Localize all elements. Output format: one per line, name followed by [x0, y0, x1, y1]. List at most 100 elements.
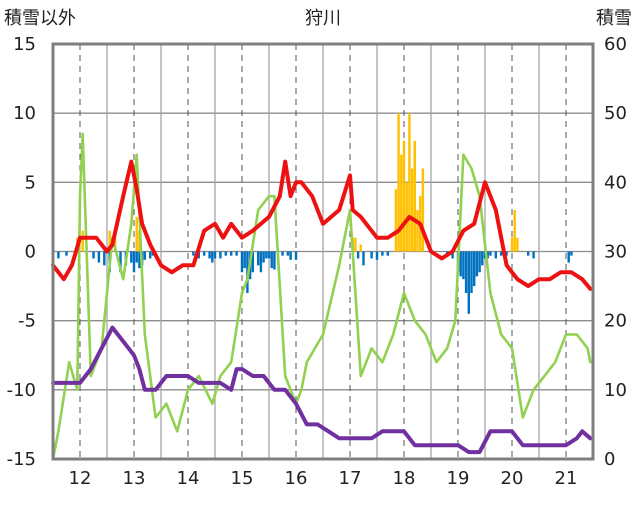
series-line-red — [51, 159, 593, 291]
bar-blue — [202, 251, 206, 256]
bar-blue — [135, 251, 138, 263]
bar-orange — [108, 230, 111, 252]
bar-orange — [513, 210, 516, 252]
x-tick-label: 20 — [501, 468, 524, 489]
bar-orange — [402, 140, 406, 252]
bar-blue — [286, 251, 290, 256]
x-tick-label: 15 — [231, 468, 254, 489]
y-left-tick-label: -15 — [7, 449, 36, 470]
x-tick-label: 17 — [339, 468, 362, 489]
x-tick-label: 14 — [177, 468, 200, 489]
y-right-tick-label: 10 — [604, 380, 627, 401]
plot-frame — [51, 42, 595, 461]
bar-orange — [354, 237, 357, 252]
bar-blue — [459, 251, 462, 277]
bar-blue — [526, 251, 530, 256]
y-right-tick-label: 50 — [604, 103, 627, 124]
bar-blue — [273, 251, 276, 270]
bar-orange — [408, 113, 411, 252]
bar-blue — [148, 251, 152, 259]
x-tick-label: 16 — [285, 468, 308, 489]
y-left-tick-label: 0 — [25, 242, 36, 263]
bar-blue — [262, 251, 265, 263]
bar-blue — [213, 251, 217, 259]
y-right-tick-label: 0 — [604, 449, 615, 470]
bar-orange — [397, 113, 400, 252]
bar-blue — [570, 251, 573, 256]
bar-blue — [224, 251, 228, 256]
bar-blue — [270, 251, 273, 269]
bar-blue — [267, 251, 271, 259]
bar-blue — [132, 251, 136, 273]
bar-blue — [92, 251, 95, 259]
bar-blue — [356, 251, 360, 259]
tick-label-layer: 12 13 14 15 16 17 18 19 20 21151050-5-10-15605040… — [7, 34, 627, 489]
x-tick-label: 13 — [123, 468, 146, 489]
bar-orange — [81, 230, 84, 252]
left-axis-title: 積雪以外 — [4, 8, 76, 29]
right-axis-title: 積雪 — [596, 8, 632, 29]
bar-blue — [256, 251, 260, 266]
bar-blue — [192, 251, 195, 256]
series-line-purple — [51, 325, 593, 455]
chart-title: 狩川 — [305, 8, 341, 29]
bar-blue — [470, 251, 473, 293]
bar-blue — [130, 251, 133, 263]
bar-blue — [57, 251, 60, 259]
bar-blue — [197, 251, 201, 259]
bar-orange — [135, 216, 138, 252]
bar-blue — [370, 251, 373, 259]
bar-orange — [400, 154, 403, 252]
bar-blue — [475, 251, 479, 277]
bar-blue — [240, 251, 244, 273]
bar-blue — [486, 251, 489, 259]
bar-blue — [451, 251, 454, 259]
bar-blue — [208, 251, 211, 259]
bar-blue — [97, 251, 101, 263]
x-tick-label: 18 — [393, 468, 416, 489]
bar-blue — [532, 251, 535, 259]
y-left-tick-label: 10 — [13, 103, 36, 124]
bar-blue — [294, 251, 298, 260]
bar-orange — [394, 189, 398, 252]
x-tick-label: 21 — [555, 468, 578, 489]
y-right-tick-label: 20 — [604, 311, 627, 332]
y-right-tick-label: 60 — [604, 34, 627, 55]
bar-blue — [362, 251, 365, 266]
bar-blue — [251, 251, 255, 273]
bar-blue — [138, 251, 141, 269]
bar-blue — [494, 251, 498, 259]
bar-orange — [416, 210, 419, 252]
bar-orange — [359, 244, 363, 252]
bar-blue — [375, 251, 379, 260]
bar-blue — [281, 251, 284, 256]
bar-blue — [386, 251, 390, 256]
x-tick-label: 19 — [447, 468, 470, 489]
bar-orange — [510, 237, 514, 252]
bar-blue — [467, 251, 471, 314]
bar-blue — [464, 251, 468, 293]
bar-blue — [119, 251, 122, 273]
bar-orange — [516, 237, 519, 252]
bar-blue — [65, 251, 68, 256]
bar-blue — [499, 251, 503, 256]
y-left-tick-label: -5 — [18, 311, 36, 332]
bar-blue — [235, 251, 238, 256]
bar-blue — [381, 251, 384, 256]
bar-blue — [289, 251, 292, 260]
bar-blue — [462, 251, 465, 280]
line-layer — [51, 132, 593, 461]
bar-blue — [211, 251, 214, 263]
bar-orange — [405, 182, 408, 252]
bar-blue — [489, 251, 492, 256]
bar-orange — [410, 168, 414, 252]
bar-blue — [243, 251, 246, 269]
bar-blue — [103, 251, 106, 266]
y-right-tick-label: 30 — [604, 242, 627, 263]
bar-blue — [472, 251, 476, 287]
bar-blue — [143, 251, 147, 260]
bar-blue — [478, 251, 481, 273]
y-left-tick-label: 5 — [25, 172, 36, 193]
